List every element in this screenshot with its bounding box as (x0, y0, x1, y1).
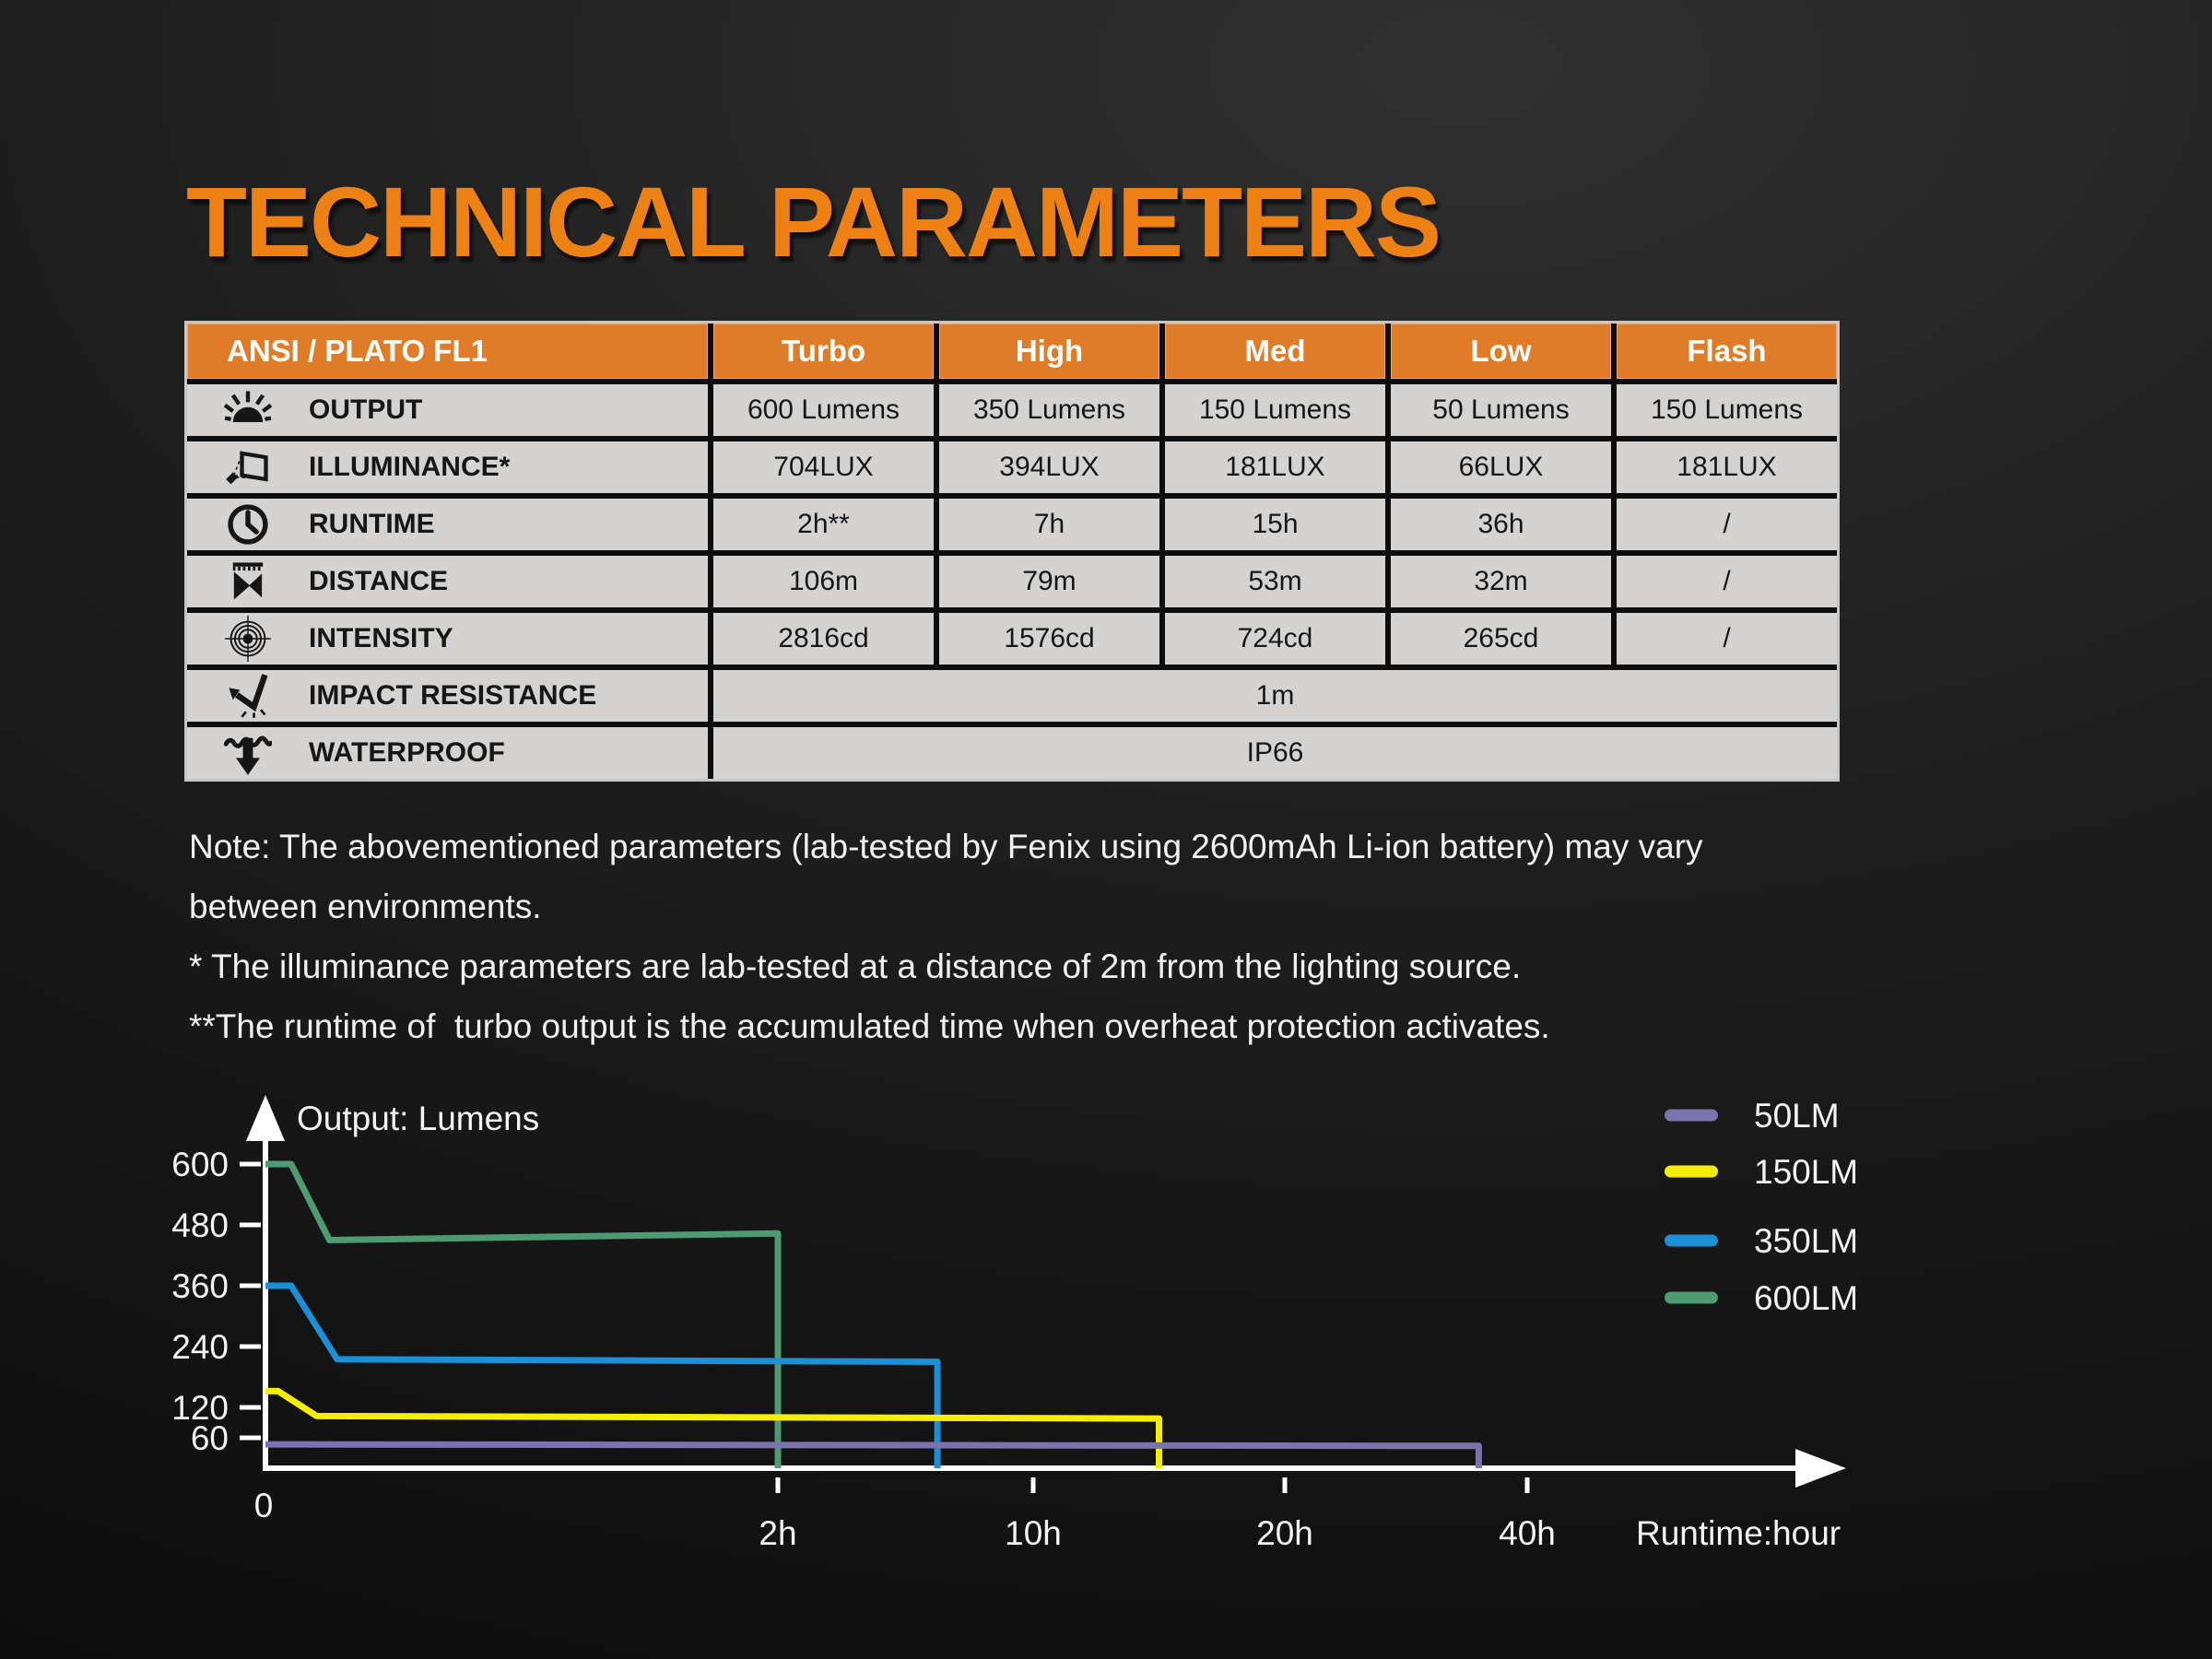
intensity-icon (187, 615, 309, 663)
note-line: * The illuminance parameters are lab-tes… (189, 947, 1522, 985)
x-tick-label: 20h (1256, 1514, 1313, 1552)
table-header-mode-med: Med (1165, 324, 1385, 379)
spec-value-cell: 32m (1391, 556, 1611, 607)
spec-row-label-text: OUTPUT (309, 394, 423, 425)
series-line-600lm (265, 1160, 782, 1468)
spec-row-label-text: IMPACT RESISTANCE (309, 680, 597, 711)
series-line-50lm (265, 1441, 1482, 1468)
spec-row-label-illuminance-: ILLUMINANCE* (187, 441, 708, 493)
table-header-mode-low: Low (1391, 324, 1611, 379)
y-tick-label: 360 (171, 1267, 229, 1305)
spec-row-label-output: OUTPUT (187, 384, 708, 436)
distance-icon (187, 558, 309, 606)
spec-value-cell: 66LUX (1391, 441, 1611, 493)
legend-label-150lm: 150LM (1754, 1153, 1858, 1191)
spec-value-cell: 150 Lumens (1165, 384, 1385, 436)
spec-row-label-text: WATERPROOF (309, 737, 505, 768)
spec-value-cell: / (1617, 499, 1837, 550)
x-tick-label: 10h (1005, 1514, 1062, 1552)
chart-title: Output: Lumens (297, 1100, 539, 1137)
x-axis-arrow (1795, 1449, 1846, 1488)
spec-value-cell: 181LUX (1617, 441, 1837, 493)
spec-value-cell: 394LUX (939, 441, 1159, 493)
spec-row-label-text: INTENSITY (309, 623, 453, 653)
legend-swatch-600lm (1665, 1291, 1718, 1304)
x-axis-label: Runtime:hour (1636, 1514, 1841, 1552)
spec-value-cell: 15h (1165, 499, 1385, 550)
spec-value-cell: 704LUX (713, 441, 934, 493)
output-icon (187, 386, 309, 434)
legend-label-50lm: 50LM (1754, 1097, 1840, 1135)
spec-row-label-impact-resistance: IMPACT RESISTANCE (187, 670, 708, 722)
spec-row-label-text: DISTANCE (309, 566, 449, 596)
legend-swatch-350lm (1665, 1234, 1718, 1247)
table-header-mode-high: High (939, 324, 1159, 379)
table-header-standard: ANSI / PLATO FL1 (187, 324, 708, 379)
x-tick-label-origin: 0 (254, 1487, 274, 1524)
legend-swatch-50lm (1665, 1109, 1718, 1122)
spec-value-cell: 600 Lumens (713, 384, 934, 436)
spec-value-cell: 7h (939, 499, 1159, 550)
spec-value-cell: 2h** (713, 499, 934, 550)
spec-value-cell: 50 Lumens (1391, 384, 1611, 436)
spec-table: ANSI / PLATO FL1 Turbo High Med Low Flash OUTP… (184, 321, 1840, 782)
spec-value-cell: 265cd (1391, 613, 1611, 665)
impact-icon (187, 672, 309, 720)
spec-row-label-intensity: INTENSITY (187, 613, 708, 665)
spec-value-cell: 2816cd (713, 613, 934, 665)
spec-row-label-runtime: RUNTIME (187, 499, 708, 550)
legend-label-350lm: 350LM (1754, 1222, 1858, 1260)
y-tick-label: 120 (171, 1389, 229, 1427)
legend-swatch-150lm (1665, 1165, 1718, 1178)
y-axis-arrow (246, 1095, 285, 1141)
runtime-icon (187, 500, 309, 548)
y-tick-label: 240 (171, 1328, 229, 1366)
spec-value-cell: 350 Lumens (939, 384, 1159, 436)
table-header-mode-turbo: Turbo (713, 324, 934, 379)
legend-label-600lm: 600LM (1754, 1279, 1858, 1317)
x-tick-label: 2h (759, 1514, 796, 1552)
y-tick-label: 480 (171, 1206, 229, 1244)
spec-row-label-waterproof: WATERPROOF (187, 727, 708, 779)
spec-value-cell: 150 Lumens (1617, 384, 1837, 436)
x-tick-label: 40h (1499, 1514, 1556, 1552)
spec-value-cell: 53m (1165, 556, 1385, 607)
spec-row-label-distance: DISTANCE (187, 556, 708, 607)
spec-value-cell: / (1617, 613, 1837, 665)
note-line: between environments. (189, 888, 542, 925)
spec-value-cell: 106m (713, 556, 934, 607)
page-title: TECHNICAL PARAMETERS (186, 166, 1441, 277)
spec-value-span: 1m (713, 670, 1837, 722)
table-header-mode-flash: Flash (1617, 324, 1837, 379)
spec-value-span: IP66 (713, 727, 1837, 779)
spec-value-cell: 181LUX (1165, 441, 1385, 493)
series-line-150lm (265, 1387, 1162, 1468)
series-line-350lm (265, 1282, 941, 1468)
illuminance-icon (187, 443, 309, 491)
spec-value-cell: 724cd (1165, 613, 1385, 665)
y-tick-label: 60 (191, 1419, 229, 1457)
spec-value-cell: 79m (939, 556, 1159, 607)
note-line: Note: The abovementioned parameters (lab… (189, 828, 1703, 865)
spec-value-cell: 36h (1391, 499, 1611, 550)
spec-value-cell: 1576cd (939, 613, 1159, 665)
spec-value-cell: / (1617, 556, 1837, 607)
waterproof-icon (187, 729, 309, 777)
y-tick-label: 600 (171, 1146, 229, 1183)
spec-row-label-text: RUNTIME (309, 509, 435, 539)
notes: Note: The abovementioned parameters (lab… (189, 817, 1703, 1056)
note-line: **The runtime of turbo output is the acc… (189, 1007, 1550, 1045)
spec-row-label-text: ILLUMINANCE* (309, 452, 511, 482)
